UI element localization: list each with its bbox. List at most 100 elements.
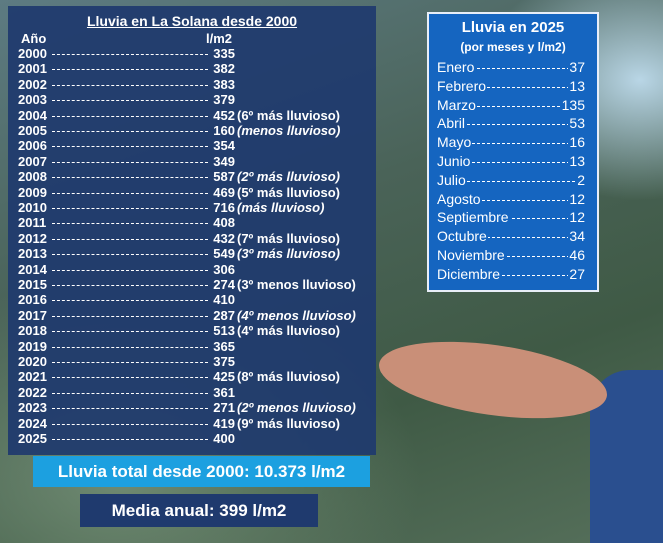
- average-box: Media anual: 399 l/m2: [80, 494, 318, 527]
- leader: [437, 180, 585, 182]
- rainfall: 410: [213, 292, 235, 308]
- rainfall: 549: [213, 246, 235, 262]
- rainfall: 383: [213, 76, 235, 92]
- rainfall: 452: [213, 107, 235, 123]
- year: 2019: [18, 338, 47, 354]
- year: 2022: [18, 384, 47, 400]
- year: 2000: [18, 46, 47, 61]
- rainfall: 135: [560, 95, 585, 114]
- rainfall: 432: [213, 230, 235, 246]
- month-row: Marzo 135: [437, 95, 585, 114]
- rainfall: 2: [576, 170, 585, 189]
- year: 2008: [18, 169, 47, 185]
- year: 2015: [18, 277, 47, 292]
- rank-note: (8º más lluvioso): [237, 369, 340, 385]
- year: 2017: [18, 307, 47, 323]
- leader: [52, 238, 208, 240]
- year: 2001: [18, 61, 47, 77]
- rainfall: 365: [213, 338, 235, 354]
- rank-note: (7º más lluvioso): [237, 230, 340, 246]
- leader: [52, 69, 208, 71]
- rainfall: 13: [568, 152, 585, 170]
- leader: [52, 100, 208, 102]
- month-row: Noviembre 46: [437, 246, 585, 264]
- rainfall: 37: [568, 58, 585, 76]
- rainfall: 16: [568, 133, 585, 152]
- monthly-panel: Lluvia en 2025 (por meses y l/m2) Enero 3…: [427, 12, 599, 292]
- panel-title: Lluvia en La Solana desde 2000: [86, 13, 298, 29]
- leader: [52, 439, 208, 440]
- year: 2004: [18, 107, 47, 123]
- month-row: Diciembre 27: [437, 264, 585, 283]
- year: 2023: [18, 400, 47, 416]
- year: 2025: [18, 431, 47, 446]
- year: 2010: [18, 200, 47, 215]
- rank-note: (5º más lluvioso): [237, 184, 340, 200]
- leader: [437, 256, 585, 257]
- rainfall: 425: [213, 369, 235, 385]
- month: Febrero: [437, 76, 488, 95]
- month-row: Febrero 13: [437, 76, 585, 95]
- month-row: Julio 2: [437, 170, 585, 189]
- rainfall: 400: [213, 431, 235, 446]
- leader: [437, 143, 585, 145]
- rainfall: 587: [213, 169, 235, 185]
- leader: [437, 105, 585, 107]
- rainfall: 271: [213, 400, 235, 416]
- rainfall: 335: [213, 46, 235, 61]
- year: 2013: [18, 246, 47, 262]
- rainfall: 160: [213, 123, 235, 138]
- total-box: Lluvia total desde 2000: 10.373 l/m2: [33, 456, 370, 487]
- month: Mayo: [437, 133, 473, 152]
- rainfall: 53: [568, 114, 585, 133]
- rank-note: (menos lluvioso): [237, 123, 341, 138]
- rainfall: 12: [568, 208, 585, 227]
- year: 2002: [18, 76, 47, 92]
- leader: [437, 218, 585, 220]
- year: 2021: [18, 369, 47, 385]
- year: 2011: [18, 215, 47, 231]
- leader: [52, 315, 208, 317]
- rainfall: 354: [213, 138, 235, 154]
- rank-note: (4º menos lluvioso): [237, 307, 356, 323]
- month-row: Junio 13: [437, 152, 585, 170]
- leader: [52, 146, 208, 148]
- rainfall: 12: [568, 189, 585, 208]
- leader: [52, 423, 208, 425]
- month: Enero: [437, 58, 476, 76]
- rainfall: 361: [213, 384, 235, 400]
- rainfall: 419: [213, 415, 235, 431]
- month-row: Mayo 16: [437, 133, 585, 152]
- rainfall: 382: [213, 61, 235, 77]
- leader: [437, 274, 585, 276]
- leader: [437, 199, 585, 201]
- month: Agosto: [437, 189, 482, 208]
- month-row: Abril 53: [437, 114, 585, 133]
- yearly-panel: Lluvia en La Solana desde 2000 Año l/m2 …: [8, 6, 376, 455]
- panel-subtitle: (por meses y l/m2): [460, 40, 566, 54]
- leader: [437, 86, 585, 88]
- month: Abril: [437, 114, 467, 133]
- leader: [52, 177, 208, 179]
- rainfall: 274: [213, 277, 235, 292]
- leader: [52, 346, 208, 348]
- leader: [437, 162, 585, 163]
- leader: [52, 84, 208, 86]
- leader: [437, 237, 585, 239]
- leader: [52, 362, 208, 363]
- rainfall: 349: [213, 153, 235, 169]
- year: 2014: [18, 261, 47, 277]
- rainfall: 469: [213, 184, 235, 200]
- month-row: Enero 37: [437, 58, 585, 76]
- month: Diciembre: [437, 264, 502, 283]
- header-year: Año: [21, 31, 47, 46]
- leader: [52, 331, 208, 333]
- rank-note: (6º más lluvioso): [237, 107, 340, 123]
- month: Junio: [437, 152, 472, 170]
- panel-title: Lluvia en 2025: [461, 19, 565, 36]
- leader: [52, 161, 208, 163]
- leader: [52, 223, 208, 225]
- leader: [437, 68, 585, 69]
- year: 2009: [18, 184, 47, 200]
